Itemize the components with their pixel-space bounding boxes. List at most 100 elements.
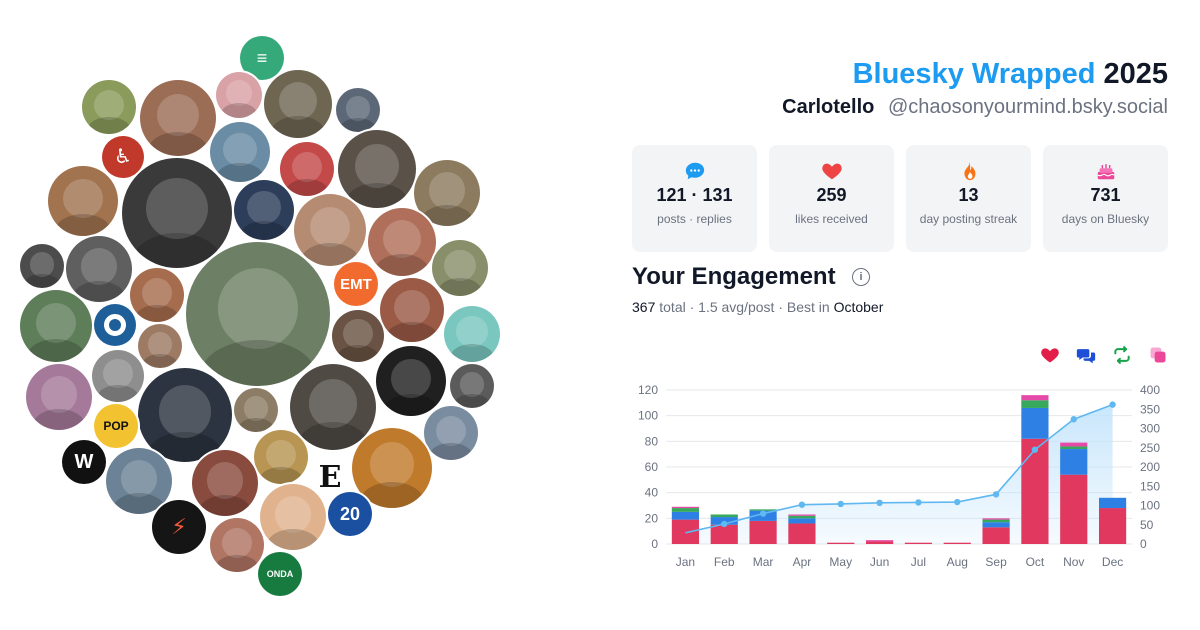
bar-replies <box>1021 407 1049 439</box>
x-tick-label: Jan <box>676 555 695 569</box>
likes-icon[interactable] <box>1040 345 1060 365</box>
y-right-tick-label: 300 <box>1140 422 1160 436</box>
bar-likes <box>865 541 894 544</box>
stat-value: 259 <box>816 185 847 205</box>
avatar <box>290 364 376 450</box>
x-tick-label: Jun <box>870 555 889 569</box>
cumulative-point <box>1031 446 1039 453</box>
avatar <box>92 350 144 402</box>
20-minutos-logo-icon: 20 <box>339 504 361 524</box>
stat-value: 731 <box>1090 185 1121 205</box>
bar-replies <box>1060 449 1088 475</box>
replies-icon[interactable] <box>1076 345 1096 365</box>
avatar <box>254 430 308 484</box>
avatar: ONDA <box>258 552 302 596</box>
avatar <box>332 310 384 362</box>
avatar <box>234 180 294 240</box>
y-left-tick-label: 20 <box>645 511 659 525</box>
newspaper-logo-icon: ≡ <box>256 48 268 68</box>
cake-icon <box>1097 164 1115 180</box>
reposts-icon[interactable] <box>1112 345 1132 365</box>
avatar: E <box>310 458 350 498</box>
stat-card-days: 731 days on Bluesky <box>1043 145 1168 252</box>
bar-quotes <box>982 518 1010 520</box>
avatar <box>368 208 436 276</box>
bar-quotes <box>865 540 894 542</box>
avatar <box>376 346 446 416</box>
avatar <box>450 364 494 408</box>
bar-likes <box>749 520 777 544</box>
avatar <box>66 236 132 302</box>
bar-likes <box>788 523 816 544</box>
x-tick-label: May <box>829 555 852 569</box>
avatar <box>186 242 330 386</box>
x-tick-label: Oct <box>1026 555 1045 569</box>
user-handle: @chaosonyourmind.bsky.social <box>887 96 1168 118</box>
x-tick-label: Feb <box>714 555 735 569</box>
quotes-icon[interactable] <box>1148 345 1168 365</box>
avatar: POP <box>94 404 138 448</box>
x-tick-label: Sep <box>985 555 1007 569</box>
x-tick-label: Mar <box>753 555 774 569</box>
y-right-tick-label: 350 <box>1140 402 1160 416</box>
display-name: Carlotello <box>782 96 875 118</box>
avatar <box>264 70 332 138</box>
bar-reposts <box>788 515 816 519</box>
y-right-tick-label: 50 <box>1140 518 1154 532</box>
y-left-tick-label: 80 <box>645 434 659 448</box>
cumulative-point <box>759 510 767 517</box>
avatar <box>20 290 92 362</box>
best-month: October <box>833 299 884 315</box>
avatar <box>352 428 432 508</box>
bar-likes <box>943 542 971 544</box>
speech-bubble-icon <box>685 162 704 180</box>
avatar <box>294 194 366 266</box>
y-right-tick-label: 200 <box>1140 460 1160 474</box>
user-line: Carlotello @chaosonyourmind.bsky.social <box>782 96 1168 119</box>
y-left-tick-label: 40 <box>645 486 659 500</box>
avatar <box>444 306 500 362</box>
avatar: W <box>62 440 106 484</box>
x-tick-label: Aug <box>947 555 968 569</box>
bar-quotes <box>788 514 816 516</box>
cumulative-line <box>685 403 1113 534</box>
stat-value: 121 · 131 <box>656 185 733 205</box>
engagement-summary-text: total · 1.5 avg/post · Best in <box>659 299 830 315</box>
y-left-tick-label: 100 <box>638 409 658 423</box>
y-right-tick-label: 400 <box>1140 383 1160 397</box>
cumulative-area <box>685 404 1113 544</box>
engagement-total: 367 <box>632 299 656 315</box>
engagement-chart-svg: 0 20 40 60 80 100 120 0 50 100 150 200 250 300 350 400 J… <box>638 383 1160 569</box>
bar-reposts <box>671 508 700 512</box>
avatar: ♿ <box>102 136 144 178</box>
avatar <box>130 268 184 322</box>
emt-logo-icon: EMT <box>340 275 372 293</box>
cumulative-point <box>876 499 883 507</box>
bar-likes <box>1060 474 1088 544</box>
bar-likes <box>982 527 1010 544</box>
info-icon[interactable]: i <box>852 268 870 286</box>
bar-quotes <box>671 506 700 509</box>
accessibility-logo-icon: ♿ <box>114 146 132 168</box>
avatar <box>260 484 326 550</box>
stat-value: 13 <box>958 185 979 205</box>
stat-label: posts · replies <box>657 212 732 226</box>
page-title: Bluesky Wrapped 2025 <box>853 58 1168 91</box>
avatar <box>380 278 444 342</box>
ring-logo-icon <box>104 314 126 336</box>
bar-replies <box>982 522 1010 528</box>
x-tick-label: Apr <box>793 555 812 569</box>
y-left-tick-label: 0 <box>651 537 658 551</box>
cumulative-point <box>1109 401 1116 408</box>
bar-likes <box>710 524 738 544</box>
x-tick-label: Nov <box>1063 555 1084 569</box>
bar-replies <box>788 518 816 524</box>
bar-reposts <box>710 514 738 518</box>
x-tick-label: Dec <box>1102 555 1123 569</box>
pop-crave-logo-icon: POP <box>103 419 129 433</box>
avatar <box>424 406 478 460</box>
avatar <box>192 450 258 516</box>
stat-label: days on Bluesky <box>1061 212 1150 226</box>
y-right-tick-label: 150 <box>1140 479 1160 493</box>
avatar <box>94 304 136 346</box>
